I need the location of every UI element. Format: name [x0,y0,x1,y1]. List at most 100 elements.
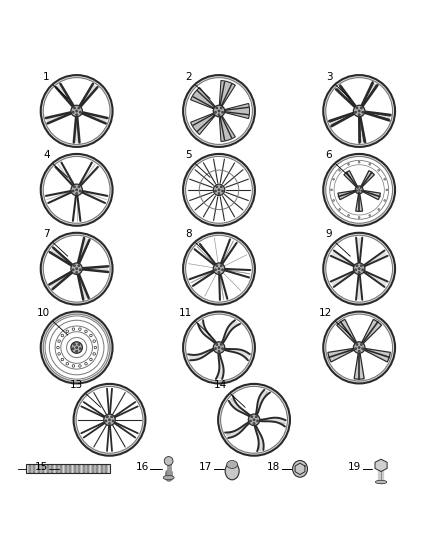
Circle shape [79,269,81,271]
Polygon shape [216,353,224,379]
Circle shape [326,157,392,223]
Circle shape [41,312,113,383]
Circle shape [61,358,64,361]
Circle shape [75,267,78,270]
Circle shape [339,208,340,211]
FancyBboxPatch shape [100,465,102,473]
Circle shape [78,107,80,109]
Circle shape [183,75,255,147]
Circle shape [79,365,81,367]
Polygon shape [219,117,235,141]
Circle shape [384,179,385,180]
Circle shape [72,269,74,271]
Circle shape [362,111,364,113]
Circle shape [355,186,363,194]
Circle shape [257,420,258,422]
Polygon shape [56,84,74,107]
Circle shape [355,269,357,271]
Circle shape [333,199,335,201]
Circle shape [108,418,111,421]
Circle shape [71,184,82,196]
Circle shape [220,186,222,188]
Polygon shape [219,80,235,106]
FancyBboxPatch shape [56,465,57,473]
Polygon shape [364,271,388,287]
Circle shape [41,154,113,226]
Circle shape [356,107,358,109]
Text: 10: 10 [37,308,50,318]
Polygon shape [331,271,355,287]
Circle shape [58,353,60,355]
Text: 16: 16 [136,462,149,472]
Circle shape [253,418,255,421]
Polygon shape [329,112,354,126]
Circle shape [218,384,290,456]
Polygon shape [191,114,215,134]
Circle shape [71,105,82,117]
Circle shape [71,263,82,274]
Circle shape [61,334,64,337]
Polygon shape [254,425,264,451]
Polygon shape [356,274,362,300]
Polygon shape [356,237,362,263]
Circle shape [216,186,218,188]
Circle shape [183,312,255,383]
FancyBboxPatch shape [38,465,39,473]
FancyBboxPatch shape [60,465,62,473]
Polygon shape [336,86,356,107]
Circle shape [215,269,216,271]
Circle shape [253,423,255,425]
Circle shape [85,330,87,333]
FancyBboxPatch shape [74,465,75,473]
Circle shape [72,365,74,367]
Circle shape [79,348,81,350]
Text: 1: 1 [43,71,50,82]
Circle shape [218,114,220,116]
Text: 11: 11 [179,308,192,318]
Polygon shape [198,320,216,343]
Circle shape [186,78,252,144]
Circle shape [76,386,143,453]
Circle shape [75,346,78,349]
Circle shape [85,362,87,365]
Circle shape [93,340,95,342]
Circle shape [218,267,220,270]
Circle shape [74,343,75,345]
Polygon shape [375,459,387,472]
Circle shape [105,420,107,422]
Polygon shape [356,193,363,212]
Circle shape [356,343,358,345]
Circle shape [104,414,115,425]
Circle shape [361,190,362,191]
FancyBboxPatch shape [42,465,44,473]
FancyBboxPatch shape [28,465,31,473]
Ellipse shape [227,461,237,469]
Text: 5: 5 [186,150,192,160]
Circle shape [358,192,360,193]
Circle shape [221,386,287,453]
Circle shape [251,416,253,418]
Text: 4: 4 [43,150,50,160]
Circle shape [72,348,74,350]
Circle shape [90,358,92,361]
Circle shape [186,157,252,223]
Circle shape [75,188,78,191]
Circle shape [66,330,69,333]
Circle shape [213,105,225,117]
Polygon shape [354,352,364,379]
Circle shape [323,154,395,226]
Polygon shape [81,112,107,124]
Circle shape [213,263,225,274]
Circle shape [218,188,220,191]
FancyBboxPatch shape [78,465,80,473]
Circle shape [112,420,114,422]
Text: 18: 18 [267,462,280,472]
Polygon shape [364,112,391,120]
Text: 15: 15 [35,462,48,472]
Circle shape [76,114,78,116]
Circle shape [164,457,173,465]
Circle shape [358,350,360,352]
FancyBboxPatch shape [105,465,107,473]
Circle shape [222,348,223,350]
Circle shape [41,233,113,304]
